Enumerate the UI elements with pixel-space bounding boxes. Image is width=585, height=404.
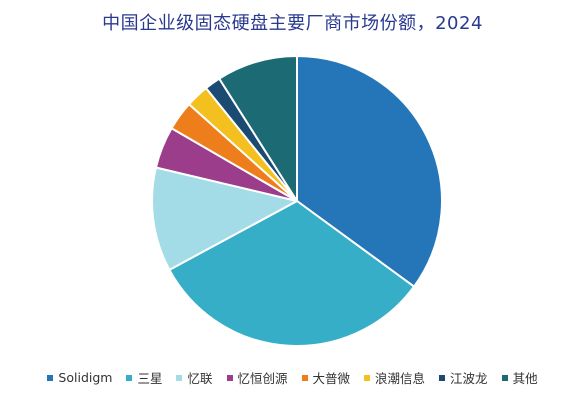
chart-title: 中国企业级固态硬盘主要厂商市场份额，2024 [102,13,483,34]
legend-item-inspur[interactable]: 浪潮信息 [364,368,425,387]
pie-slice-7[interactable] [218,55,298,202]
legend-swatch [176,374,183,381]
legend-label: 忆联 [187,371,213,386]
legend-swatch [439,374,446,381]
legend-label: 浪潮信息 [375,371,426,386]
legend-label: 三星 [137,371,163,386]
legend-label: 大普微 [312,371,351,386]
legend-item-samsung[interactable]: 三星 [126,368,162,387]
legend-item-dapuwei[interactable]: 大普微 [301,368,351,387]
legend-swatch [364,374,371,381]
legend-label: 其他 [512,371,538,386]
legend-swatch [501,374,508,381]
legend-label: 忆恒创源 [237,371,288,386]
legend-swatch [301,374,308,381]
legend-label: 江波龙 [450,371,488,386]
legend-item-yilian[interactable]: 忆联 [176,368,213,387]
pie-slice-0[interactable] [296,55,443,288]
legend-swatch [126,374,133,381]
legend-swatch [226,374,233,381]
chart-legend: Solidigm 三星 忆联 忆恒创源 大普微 浪潮信息 江波龙 其他 [0,368,585,387]
legend-item-solidigm[interactable]: Solidigm [47,370,112,385]
legend-label: Solidigm [58,370,113,385]
legend-swatch [47,374,54,381]
legend-item-yiheng[interactable]: 忆恒创源 [226,368,288,387]
pie-chart [151,55,443,347]
legend-item-other[interactable]: 其他 [501,368,538,387]
legend-item-longsys[interactable]: 江波龙 [439,368,488,387]
